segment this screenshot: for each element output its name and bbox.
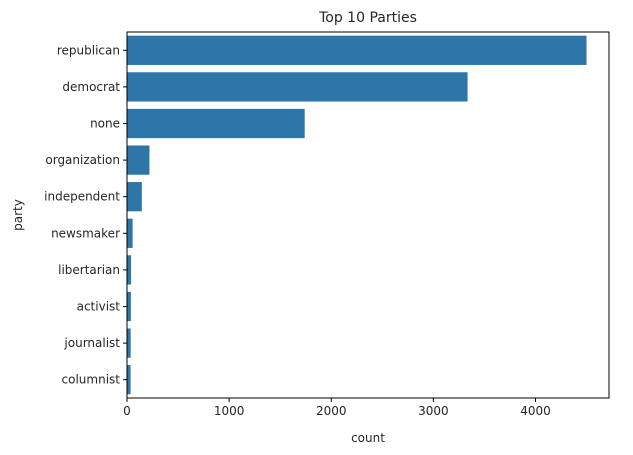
x-tick-label: 0 — [123, 404, 131, 418]
y-tick-label: libertarian — [58, 263, 120, 277]
x-tick-label: 1000 — [214, 404, 245, 418]
bar-organization — [127, 145, 150, 175]
chart-title: Top 10 Parties — [318, 10, 417, 26]
bar-none — [127, 108, 305, 139]
x-axis-label: count — [351, 431, 385, 445]
y-tick-label: activist — [77, 300, 121, 314]
y-tick-label: columnist — [62, 373, 121, 387]
y-tick-label: none — [90, 117, 120, 131]
bar-columnist — [127, 365, 131, 395]
plot-area-frame — [126, 31, 610, 399]
bar-republican — [127, 35, 587, 65]
y-tick-label: newsmaker — [51, 226, 120, 240]
y-tick-label: journalist — [63, 336, 120, 350]
y-axis-ticks: republican democrat none organization indepe… — [44, 43, 127, 387]
y-axis-label: party — [11, 199, 25, 231]
bar-libertarian — [127, 255, 132, 285]
x-tick-label: 2000 — [316, 404, 347, 418]
y-tick-label: organization — [45, 153, 120, 167]
bar-independent — [127, 182, 142, 212]
y-tick-label: republican — [57, 43, 120, 57]
bars-group — [127, 35, 587, 395]
bar-journalist — [127, 328, 131, 358]
bar-democrat — [127, 72, 468, 102]
bar-activist — [127, 291, 131, 322]
x-tick-label: 3000 — [418, 404, 449, 418]
bar-newsmaker — [127, 218, 133, 248]
y-tick-label: independent — [44, 190, 120, 204]
x-axis-ticks: 0 1000 2000 3000 4000 — [123, 398, 551, 418]
y-tick-label: democrat — [62, 80, 120, 94]
x-tick-label: 4000 — [520, 404, 551, 418]
